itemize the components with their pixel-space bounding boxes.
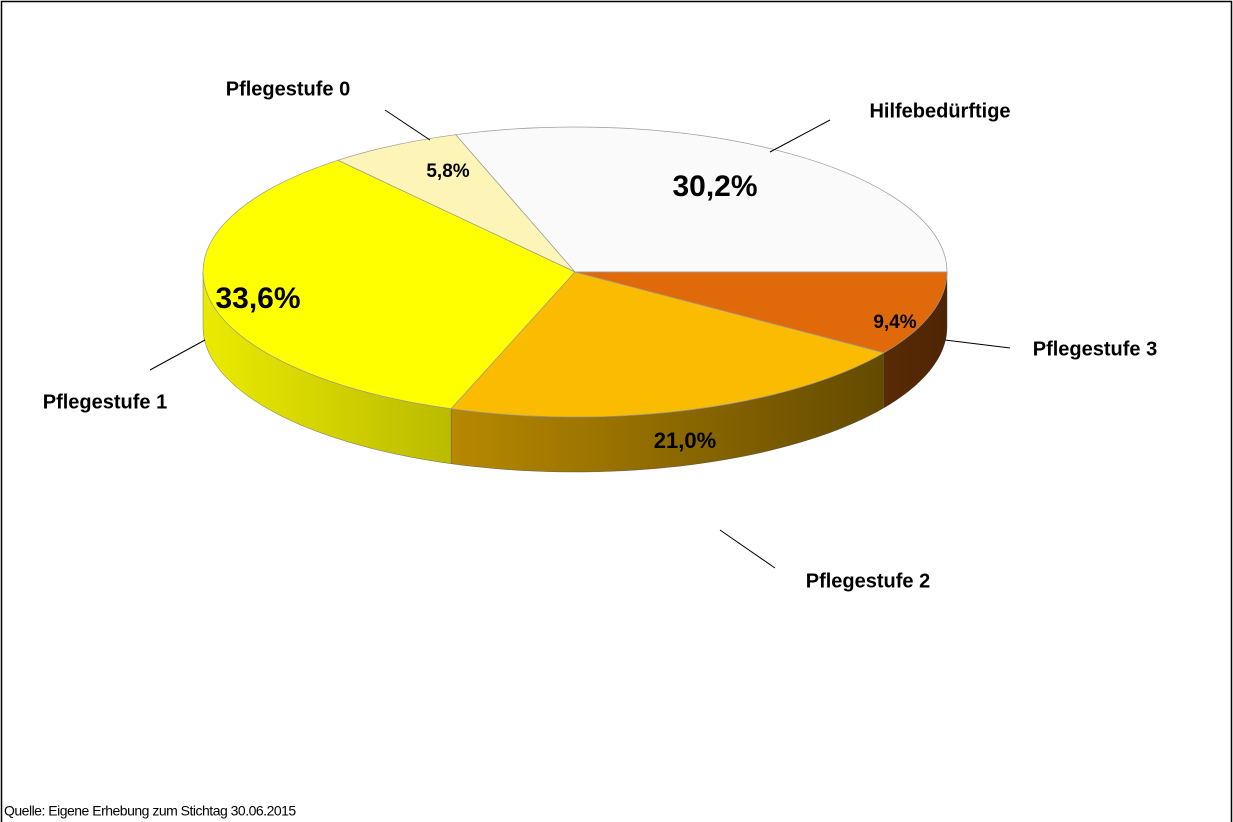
data-label: 30,2% bbox=[672, 170, 757, 203]
leader-line bbox=[149, 339, 206, 371]
data-label: 33,6% bbox=[215, 282, 300, 315]
slice bbox=[202, 159, 576, 410]
leader-line bbox=[769, 119, 831, 153]
category-label: Pflegestufe 2 bbox=[806, 570, 930, 592]
slice bbox=[450, 271, 885, 418]
side-shade bbox=[884, 272, 947, 408]
leader-line bbox=[944, 339, 1011, 349]
category-label: Hilfebedürftige bbox=[869, 100, 1010, 122]
side-shade bbox=[451, 352, 884, 472]
source-note: Quelle: Eigene Erhebung zum Stichtag 30.… bbox=[4, 803, 296, 819]
data-label: 9,4% bbox=[873, 312, 916, 333]
category-label: Pflegestufe 3 bbox=[1033, 338, 1157, 360]
slice bbox=[574, 271, 948, 354]
slice bbox=[454, 126, 948, 273]
category-label: Pflegestufe 1 bbox=[43, 391, 167, 413]
leader-line bbox=[384, 109, 431, 141]
data-label: 21,0% bbox=[654, 428, 716, 453]
slice bbox=[336, 134, 576, 273]
category-label: Pflegestufe 0 bbox=[226, 78, 350, 100]
data-label: 5,8% bbox=[426, 161, 469, 182]
side-shade bbox=[203, 272, 452, 464]
leader-line bbox=[719, 529, 776, 569]
